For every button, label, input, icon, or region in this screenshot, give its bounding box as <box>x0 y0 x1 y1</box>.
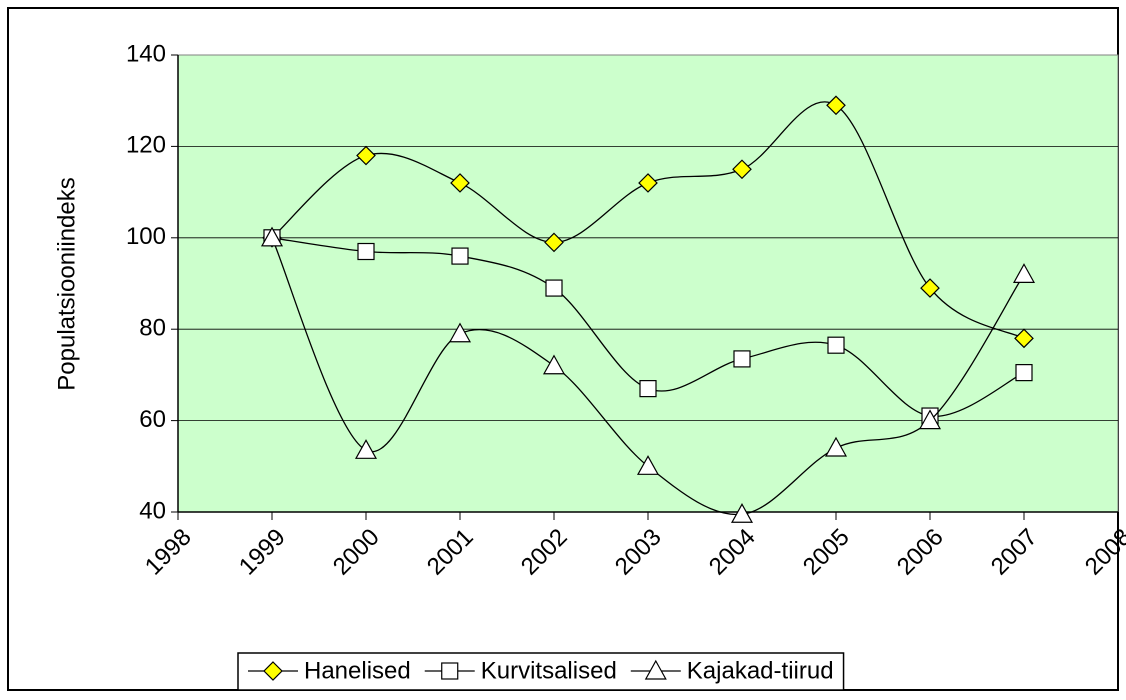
legend-marker <box>263 661 283 681</box>
marker <box>730 503 754 523</box>
y-tick-label: 80 <box>139 315 166 342</box>
y-tick-label: 40 <box>139 497 166 524</box>
marker <box>451 247 469 265</box>
marker <box>920 278 940 298</box>
legend-box <box>237 652 845 691</box>
marker <box>354 439 378 459</box>
marker <box>826 95 846 116</box>
marker <box>544 232 564 253</box>
marker <box>636 455 660 475</box>
marker <box>450 173 470 193</box>
marker <box>356 145 376 166</box>
series-line <box>271 101 1025 339</box>
legend-marker <box>644 659 667 680</box>
marker <box>1015 364 1033 382</box>
marker <box>545 279 563 297</box>
marker <box>827 336 845 354</box>
legend-label: Kajakad-tiirud <box>687 657 834 684</box>
marker <box>918 409 942 430</box>
y-tick-label: 120 <box>126 132 166 159</box>
marker <box>639 380 657 398</box>
y-tick-label: 100 <box>126 223 166 250</box>
y-axis-label: Populatsiooniindeks <box>53 177 80 390</box>
legend-label: Hanelised <box>304 657 411 684</box>
plot-area <box>177 54 1119 513</box>
marker <box>1014 328 1034 349</box>
marker <box>824 436 848 457</box>
legend-marker <box>441 662 459 680</box>
y-tick-label: 140 <box>126 40 166 67</box>
marker <box>260 226 284 247</box>
marker <box>542 354 566 375</box>
marker <box>638 173 658 193</box>
marker <box>448 322 472 343</box>
marker <box>732 159 752 180</box>
marker <box>733 350 751 368</box>
y-tick-label: 60 <box>139 406 166 433</box>
marker <box>1012 263 1036 283</box>
marker <box>357 242 375 261</box>
legend-label: Kurvitsalised <box>481 657 617 684</box>
legend: Hanelised Kurvitsalised Kajakad-tiirud <box>237 652 845 691</box>
